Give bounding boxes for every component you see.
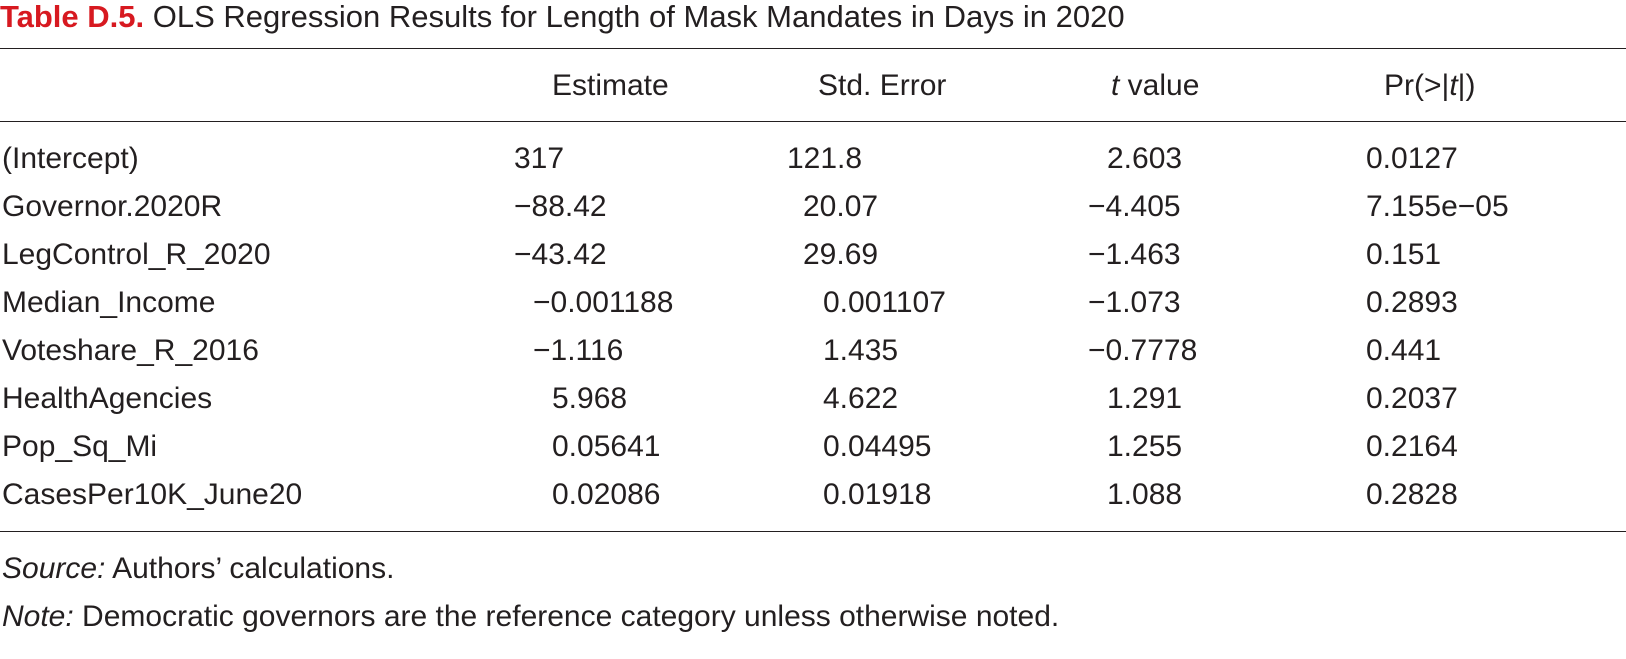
row-p-value: 0.2164 — [1366, 430, 1458, 463]
row-p-value: 0.0127 — [1366, 142, 1458, 175]
row-p-value: 0.441 — [1366, 334, 1442, 367]
top-rule — [0, 48, 1626, 49]
row-term: Pop_Sq_Mi — [2, 430, 158, 463]
row-p-value: 0.2893 — [1366, 286, 1458, 319]
row-term: Median_Income — [2, 286, 216, 319]
header-std-error: Std. Error — [818, 69, 947, 102]
header-estimate: Estimate — [552, 69, 669, 102]
row-p-value: 7.155e−05 — [1366, 190, 1509, 223]
row-p-value: 0.151 — [1366, 238, 1442, 271]
row-t-value: 1.291 — [1107, 382, 1183, 415]
row-std-error: 1.435 — [823, 334, 899, 367]
row-term: Governor.2020R — [2, 190, 223, 223]
source-text: Authors’ calculations. — [105, 552, 395, 585]
row-t-value: 1.088 — [1107, 478, 1183, 511]
row-t-value: −1.463 — [1088, 238, 1181, 271]
row-t-value: 2.603 — [1107, 142, 1183, 175]
row-t-value: 1.255 — [1107, 430, 1183, 463]
row-std-error: 20.07 — [803, 190, 879, 223]
row-t-value: −4.405 — [1088, 190, 1181, 223]
header-p-t-symbol: t — [1449, 69, 1458, 102]
row-estimate: −1.116 — [533, 334, 624, 367]
header-p-prefix: Pr(>| — [1384, 69, 1450, 102]
table-title: Table D.5. OLS Regression Results for Le… — [0, 0, 1125, 34]
source-label: Source: — [2, 552, 106, 585]
row-std-error: 121.8 — [787, 142, 863, 175]
note-label: Note: — [2, 600, 74, 633]
header-p-value: Pr(>|t|) — [1384, 68, 1475, 104]
row-std-error: 29.69 — [803, 238, 879, 271]
footnote: Note: Democratic governors are the refer… — [2, 599, 1059, 635]
header-t-symbol: t — [1111, 69, 1120, 102]
source-note: Source: Authors’ calculations. — [2, 551, 394, 587]
header-p-suffix: |) — [1457, 69, 1476, 102]
header-t-label: value — [1119, 69, 1200, 102]
row-p-value: 0.2037 — [1366, 382, 1458, 415]
header-rule — [0, 121, 1626, 122]
header-t-value: t value — [1111, 68, 1199, 104]
row-term: CasesPer10K_June20 — [2, 478, 303, 511]
row-term: (Intercept) — [2, 142, 139, 175]
row-t-value: −1.073 — [1088, 286, 1181, 319]
table-title-text: OLS Regression Results for Length of Mas… — [152, 0, 1125, 34]
row-t-value: −0.7778 — [1088, 334, 1198, 367]
row-estimate: 317 — [514, 142, 565, 175]
row-term: Voteshare_R_2016 — [2, 334, 259, 367]
row-estimate: 5.968 — [552, 382, 628, 415]
table-label: Table D.5. — [0, 0, 145, 34]
row-estimate: −0.001188 — [533, 286, 674, 319]
row-std-error: 4.622 — [823, 382, 899, 415]
row-term: HealthAgencies — [2, 382, 213, 415]
row-std-error: 0.01918 — [823, 478, 932, 511]
bottom-rule — [0, 531, 1626, 532]
note-text: Democratic governors are the reference c… — [73, 600, 1060, 633]
row-term: LegControl_R_2020 — [2, 238, 271, 271]
row-estimate: 0.02086 — [552, 478, 661, 511]
row-std-error: 0.001107 — [823, 286, 946, 319]
row-estimate: 0.05641 — [552, 430, 661, 463]
row-estimate: −88.42 — [514, 190, 607, 223]
row-std-error: 0.04495 — [823, 430, 932, 463]
row-estimate: −43.42 — [514, 238, 607, 271]
row-p-value: 0.2828 — [1366, 478, 1458, 511]
